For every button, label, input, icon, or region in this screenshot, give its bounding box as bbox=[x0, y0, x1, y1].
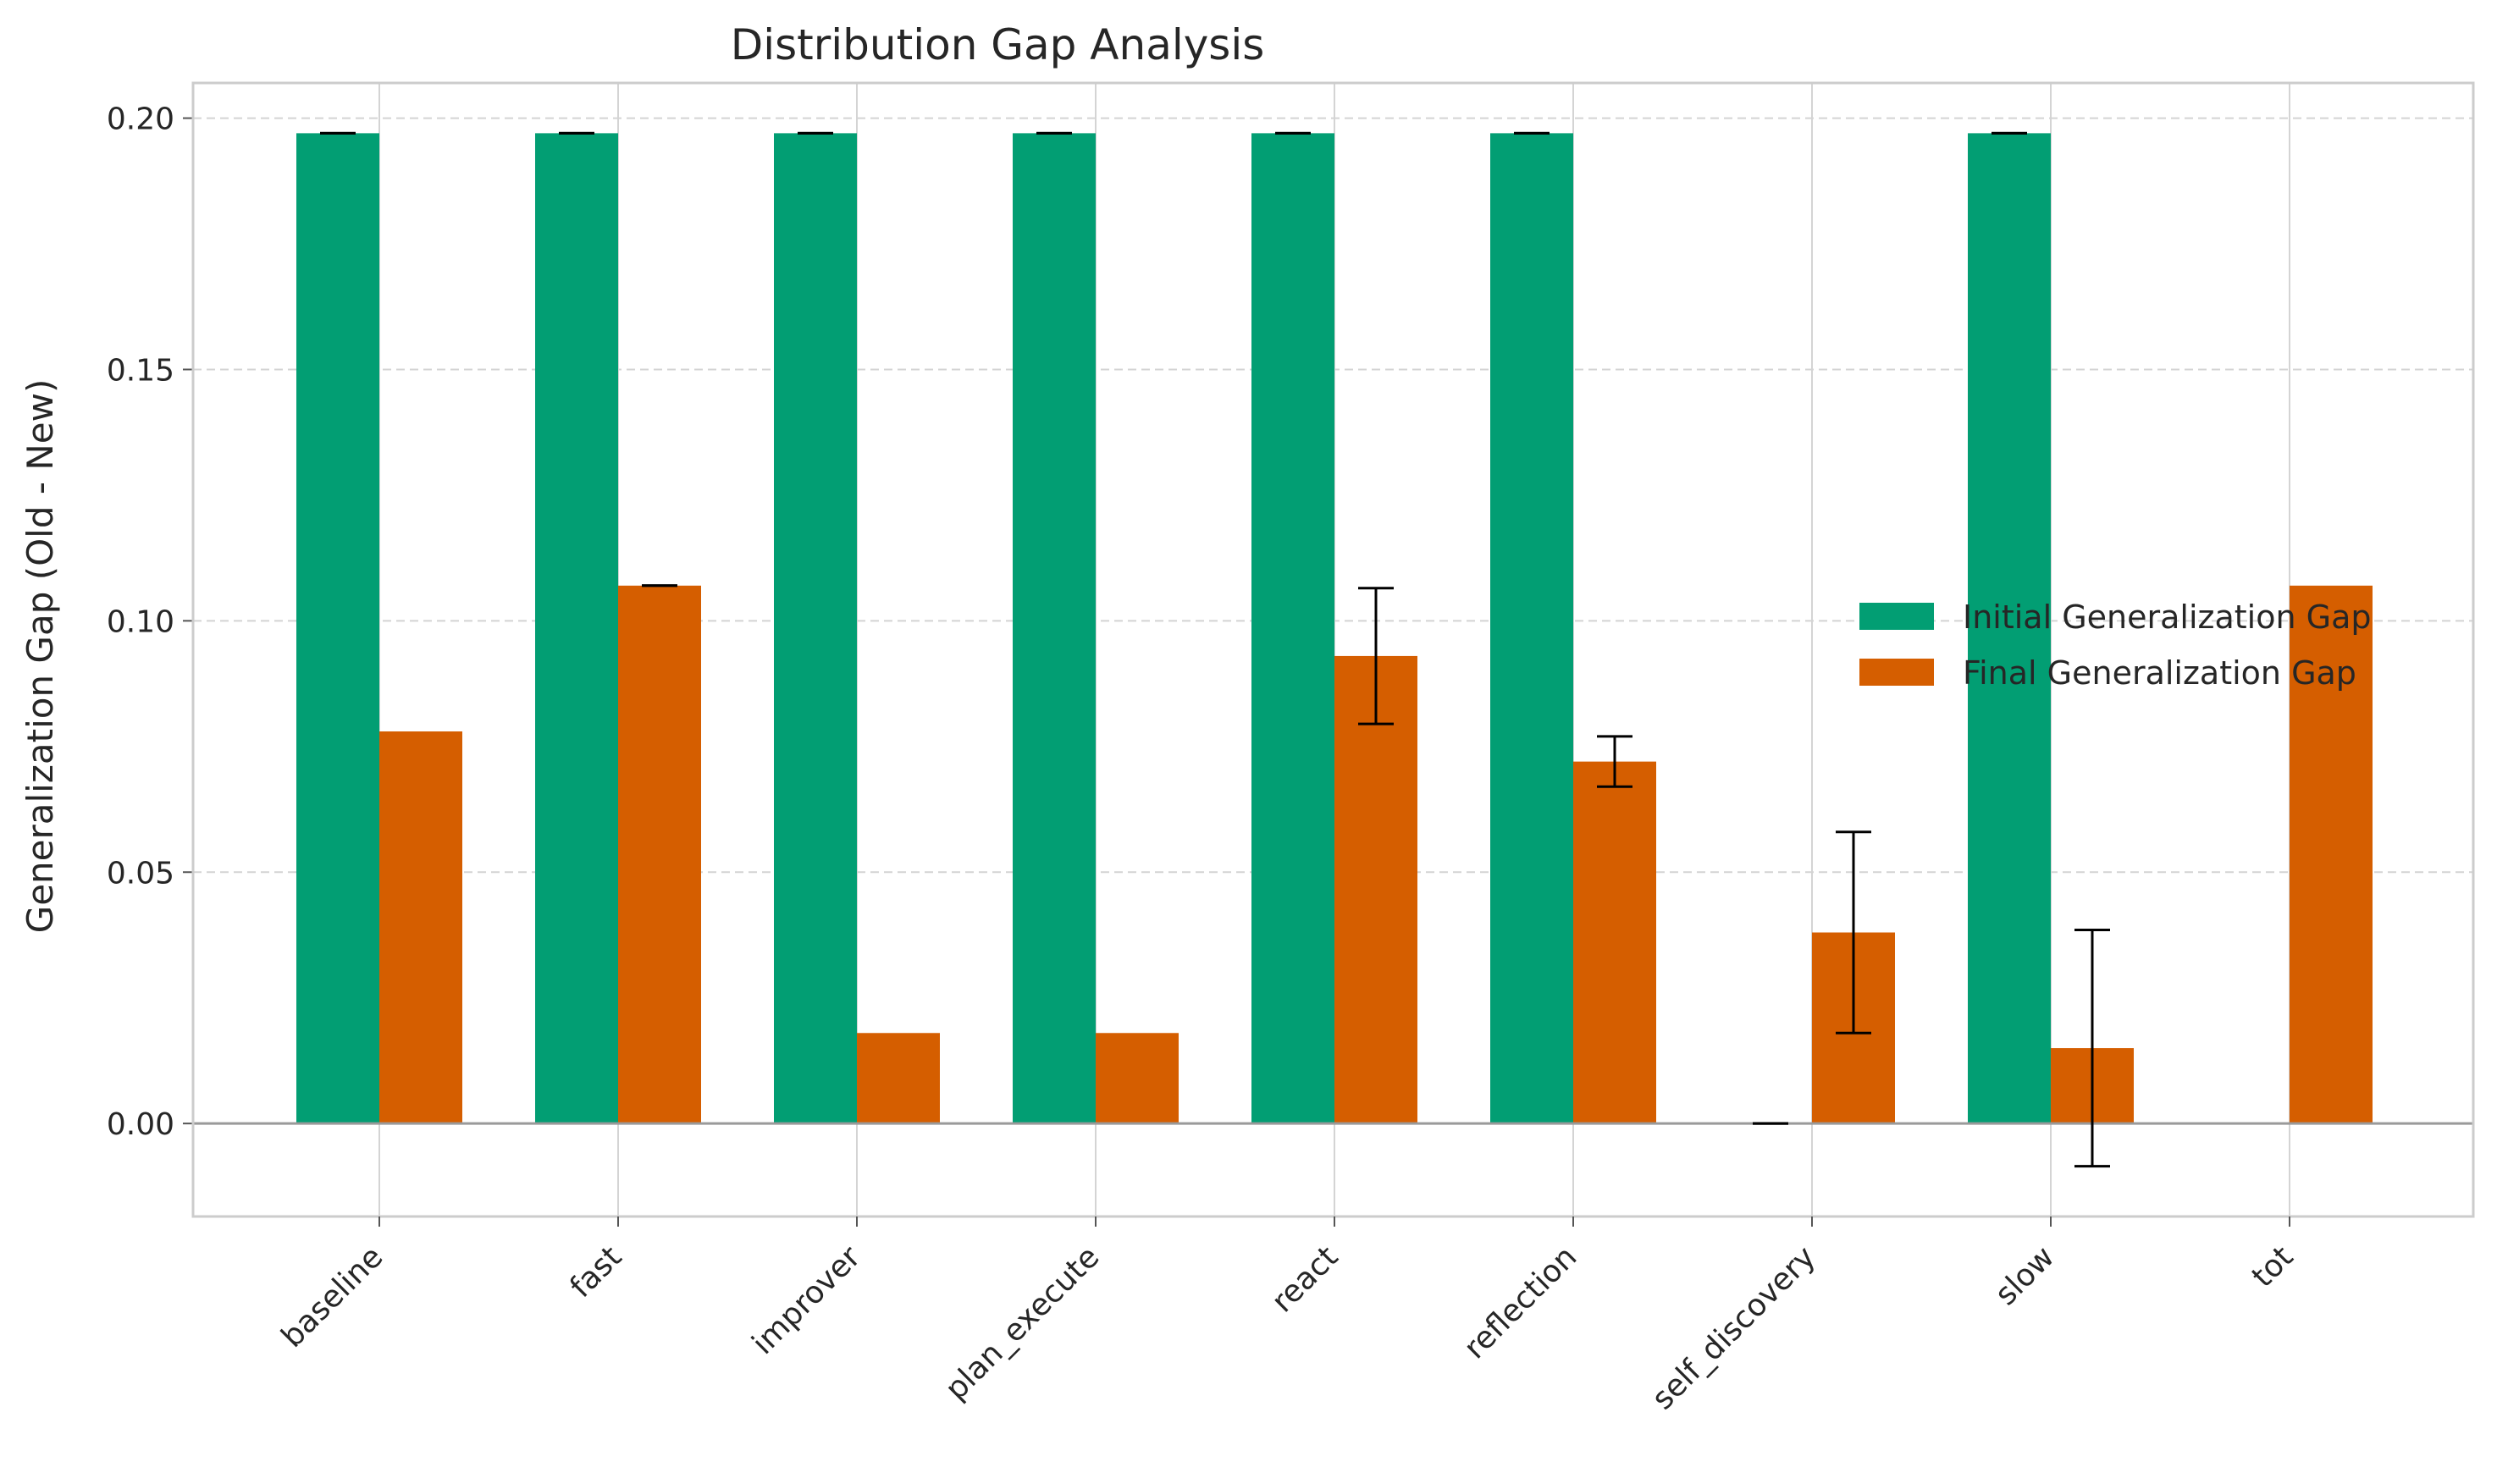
bar bbox=[1096, 1033, 1179, 1124]
x-tick-label: improver bbox=[746, 1239, 868, 1361]
x-tick-label: reflection bbox=[1457, 1239, 1583, 1365]
bar bbox=[1013, 133, 1096, 1124]
y-tick-label: 0.10 bbox=[107, 604, 174, 639]
legend-label: Initial Generalization Gap bbox=[1963, 599, 2372, 636]
legend: Initial Generalization Gap Final Generali… bbox=[1859, 599, 2372, 692]
legend-swatch bbox=[1859, 603, 1934, 630]
bar bbox=[618, 585, 701, 1124]
bar bbox=[2290, 585, 2373, 1124]
y-tick-label: 0.15 bbox=[107, 353, 174, 388]
x-tick-label: fast bbox=[564, 1239, 629, 1305]
x-tick-label: self_discovery bbox=[1645, 1239, 1822, 1416]
x-tick-label: baseline bbox=[275, 1239, 390, 1354]
plot-frame bbox=[191, 81, 2475, 1218]
legend-label: Final Generalization Gap bbox=[1963, 654, 2356, 692]
y-tick-label: 0.20 bbox=[107, 102, 174, 137]
bar bbox=[296, 133, 379, 1124]
bar bbox=[1251, 133, 1334, 1124]
y-tick-label: 0.00 bbox=[107, 1107, 174, 1142]
x-tick-label: plan_execute bbox=[939, 1239, 1107, 1407]
bar bbox=[1968, 133, 2051, 1124]
x-tick-label: react bbox=[1265, 1239, 1345, 1319]
x-tick-label: tot bbox=[2246, 1239, 2301, 1294]
legend-swatch bbox=[1859, 659, 1934, 686]
bar bbox=[1490, 133, 1573, 1124]
plot-area: 0.00 0.05 0.10 0.15 0.20 baseline fast improver… bbox=[107, 81, 2475, 1416]
bar bbox=[1334, 655, 1417, 1124]
bar bbox=[857, 1033, 940, 1124]
bar bbox=[379, 731, 462, 1124]
bar bbox=[774, 133, 857, 1124]
bar bbox=[1573, 761, 1656, 1124]
bar bbox=[535, 133, 618, 1124]
y-axis-label: Generalization Gap (Old - New) bbox=[19, 379, 61, 934]
chart-title: Distribution Gap Analysis bbox=[731, 20, 1265, 69]
x-tick-label: slow bbox=[1989, 1239, 2062, 1312]
y-tick-label: 0.05 bbox=[107, 856, 174, 891]
